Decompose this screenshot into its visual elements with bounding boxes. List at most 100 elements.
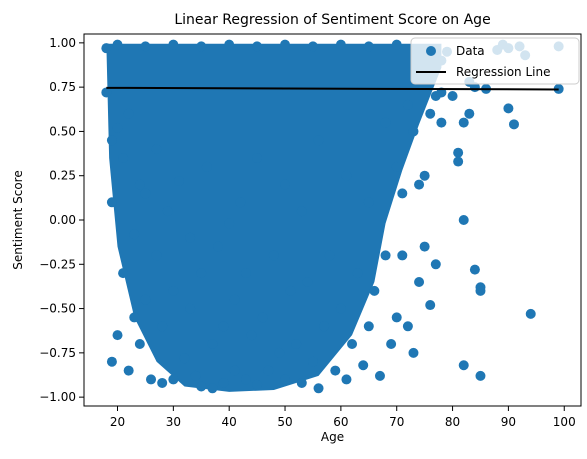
data-point <box>525 308 536 319</box>
data-point <box>280 374 291 385</box>
data-point <box>157 321 168 332</box>
data-point <box>302 277 313 287</box>
data-point <box>224 39 235 50</box>
data-point <box>168 285 179 296</box>
data-point <box>123 108 134 119</box>
data-point <box>414 277 425 287</box>
data-point <box>151 144 162 155</box>
data-point <box>280 39 291 50</box>
x-tick-label: 20 <box>110 415 125 429</box>
x-axis: 20 30 40 50 60 70 80 90 100 <box>110 406 576 429</box>
legend-data-marker <box>426 46 436 56</box>
data-point <box>179 353 190 364</box>
regression-layer <box>106 86 559 91</box>
x-tick-label: 80 <box>445 415 460 429</box>
data-point <box>218 377 229 388</box>
data-point <box>190 370 201 381</box>
data-point <box>235 197 246 208</box>
data-point <box>358 360 369 371</box>
data-point <box>257 312 268 323</box>
data-point <box>335 39 346 50</box>
data-point <box>229 365 240 376</box>
data-point <box>134 179 145 190</box>
legend-box <box>410 37 580 85</box>
legend: Data Regression Line <box>410 37 580 85</box>
data-point <box>397 188 408 199</box>
data-point <box>246 330 257 341</box>
data-point <box>363 321 374 332</box>
data-point <box>101 43 112 54</box>
x-axis-label: Age <box>321 430 344 444</box>
data-point <box>414 179 425 190</box>
data-point <box>185 232 196 243</box>
data-point <box>313 135 324 146</box>
y-axis-label: Sentiment Score <box>11 170 25 269</box>
data-point <box>508 119 519 130</box>
data-point <box>503 103 514 114</box>
data-point <box>196 41 207 52</box>
data-point <box>419 170 430 181</box>
data-point <box>369 285 380 296</box>
data-point <box>324 250 335 261</box>
data-point <box>112 330 123 341</box>
data-point <box>240 374 251 385</box>
x-tick-label: 30 <box>166 415 181 429</box>
data-point <box>140 294 151 305</box>
data-point <box>391 161 402 172</box>
x-tick-label: 60 <box>333 415 348 429</box>
data-point <box>469 264 480 275</box>
regression-line <box>106 86 559 91</box>
data-point <box>252 379 263 390</box>
data-point <box>252 41 263 52</box>
data-point <box>330 365 341 376</box>
data-point <box>386 339 397 349</box>
data-point <box>341 170 352 181</box>
data-point <box>447 91 458 101</box>
data-point <box>280 179 291 190</box>
data-point <box>430 259 441 270</box>
data-point <box>112 122 123 133</box>
data-point <box>224 218 235 229</box>
data-point <box>408 126 419 137</box>
data-point <box>263 365 274 376</box>
data-point <box>408 347 419 358</box>
data-point <box>106 197 117 208</box>
y-tick-label: 0.25 <box>49 169 76 183</box>
x-tick-label: 50 <box>277 415 292 429</box>
data-point <box>129 229 140 240</box>
data-point <box>268 250 279 261</box>
data-point <box>464 108 475 119</box>
data-point <box>402 321 413 332</box>
data-point <box>168 39 179 50</box>
x-tick-label: 100 <box>553 415 576 429</box>
y-tick-label: −0.25 <box>39 257 76 271</box>
data-point <box>274 347 285 358</box>
x-tick-label: 40 <box>222 415 237 429</box>
data-point <box>201 161 212 172</box>
data-point <box>123 365 134 376</box>
data-point <box>168 374 179 385</box>
data-point <box>151 250 162 261</box>
data-point <box>207 339 218 349</box>
data-point <box>425 108 436 119</box>
data-point <box>419 241 430 252</box>
y-tick-label: 0.00 <box>49 213 76 227</box>
data-point <box>374 370 385 381</box>
data-point <box>106 135 117 146</box>
data-point <box>162 206 173 217</box>
data-point <box>475 285 486 296</box>
y-axis: −1.00 −0.75 −0.50 −0.25 0.00 0.25 0.50 0.75 1.00 <box>39 36 84 404</box>
data-point <box>363 41 374 52</box>
data-point <box>296 206 307 217</box>
y-tick-label: 0.75 <box>49 80 76 94</box>
data-point <box>458 360 469 371</box>
data-point <box>307 41 318 52</box>
data-point <box>196 268 207 279</box>
data-point <box>296 377 307 388</box>
data-point <box>207 383 218 394</box>
data-point <box>458 117 469 128</box>
data-point <box>218 321 229 332</box>
data-point <box>391 39 402 50</box>
data-point <box>313 383 324 394</box>
